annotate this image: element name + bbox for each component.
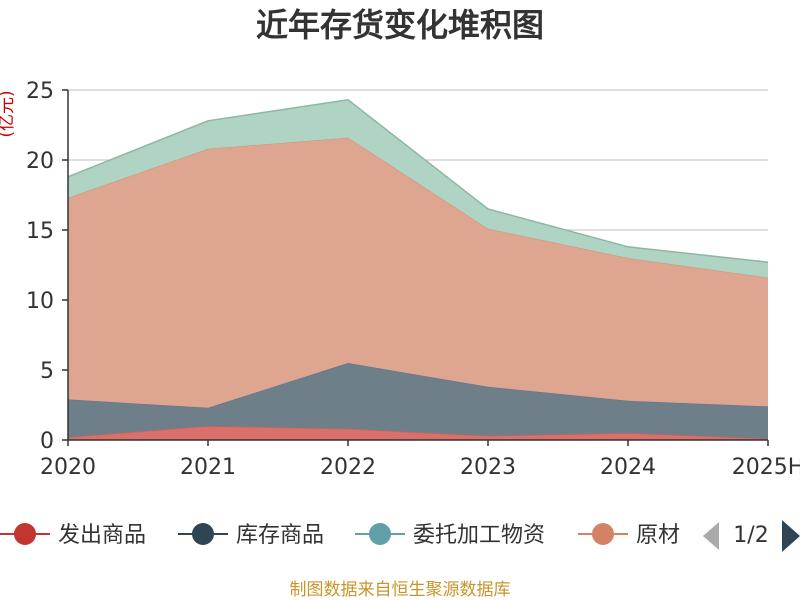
x-tick-label: 2024	[600, 455, 656, 480]
y-tick-label: 10	[26, 289, 54, 314]
x-tick-label: 2023	[460, 455, 516, 480]
stacked-areas	[67, 99, 769, 440]
legend-item[interactable]: 库存商品	[178, 523, 324, 548]
y-axis-unit: (亿元)	[0, 90, 17, 137]
x-tick-label: 2020	[40, 455, 96, 480]
legend-label: 委托加工物资	[413, 523, 545, 548]
y-tick-label: 0	[40, 429, 54, 454]
legend-label: 发出商品	[58, 523, 146, 548]
area-原材料	[68, 137, 768, 408]
legend-prev-icon[interactable]	[703, 522, 719, 550]
y-tick-label: 25	[26, 79, 54, 104]
legend-item[interactable]: 委托加工物资	[355, 523, 545, 548]
legend-label: 库存商品	[236, 523, 324, 548]
chart-title: 近年存货变化堆积图	[256, 6, 544, 44]
x-tick-label: 2025H	[732, 455, 800, 480]
area-委托加工物资	[68, 99, 768, 278]
legend-label: 原材	[636, 523, 680, 548]
y-tick-label: 15	[26, 219, 54, 244]
legend-next-icon[interactable]	[782, 520, 800, 552]
y-tick-label: 20	[26, 149, 54, 174]
legend-item[interactable]: 发出商品	[0, 523, 146, 548]
legend-marker	[14, 523, 36, 545]
legend[interactable]: 发出商品 库存商品 委托加工物资 原材 1/2	[0, 520, 800, 552]
legend-marker	[369, 523, 391, 545]
area-库存商品	[68, 363, 768, 439]
data-source-note: 制图数据来自恒生聚源数据库	[290, 580, 511, 600]
x-tick-label: 2022	[320, 455, 376, 480]
legend-marker	[592, 523, 614, 545]
legend-marker	[192, 523, 214, 545]
axes: 0 5 10 15 20 25 2020 2021 2022 2023 2024 2025H	[26, 79, 800, 480]
legend-page-indicator: 1/2	[733, 523, 768, 548]
area-edge-委托加工物资	[67, 99, 769, 263]
y-tick-label: 5	[40, 359, 54, 384]
legend-item[interactable]: 原材	[578, 523, 680, 548]
x-tick-label: 2021	[180, 455, 236, 480]
